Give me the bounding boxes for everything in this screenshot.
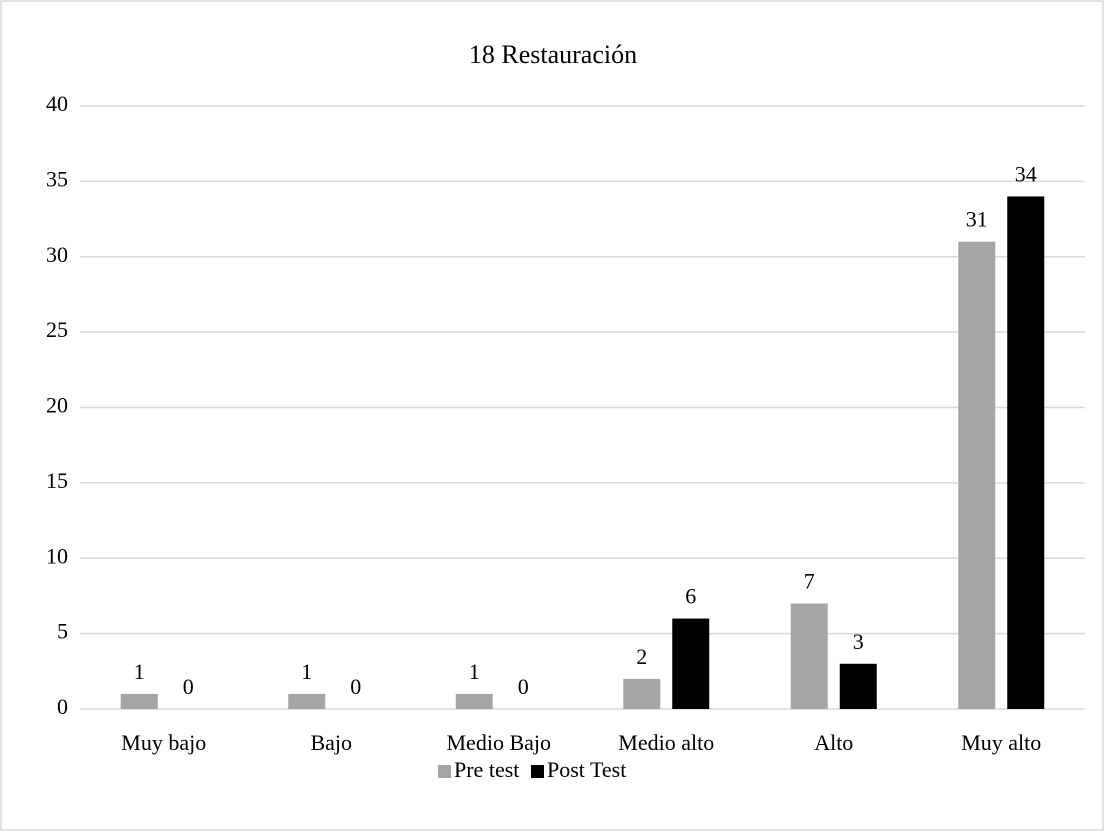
data-label: 3 [853, 629, 864, 654]
bar [958, 241, 996, 710]
data-label: 0 [183, 674, 194, 699]
x-tick-label: Medio alto [618, 730, 714, 755]
bar [623, 678, 661, 709]
chart-title: 18 Restauración [469, 40, 637, 69]
bar [288, 693, 326, 709]
data-label: 7 [804, 569, 815, 594]
legend-label: Pre test [454, 757, 519, 782]
y-tick-label: 0 [57, 694, 68, 719]
legend-swatch [531, 765, 544, 778]
bar [790, 603, 828, 709]
bar [672, 618, 710, 709]
y-tick-label: 40 [46, 91, 68, 116]
y-tick-label: 25 [46, 317, 68, 342]
legend-swatch [438, 765, 451, 778]
data-label: 1 [134, 659, 145, 684]
y-tick-label: 10 [46, 543, 68, 568]
data-label: 0 [518, 674, 529, 699]
x-tick-label: Medio Bajo [447, 730, 552, 755]
y-tick-label: 30 [46, 242, 68, 267]
data-label: 1 [469, 659, 480, 684]
data-label: 6 [685, 584, 696, 609]
x-tick-label: Bajo [310, 730, 352, 755]
bar [839, 663, 877, 709]
data-label: 1 [301, 659, 312, 684]
data-label: 31 [966, 207, 988, 232]
data-label: 2 [636, 644, 647, 669]
data-label: 34 [1015, 161, 1037, 186]
legend-label: Post Test [547, 757, 626, 782]
x-tick-label: Muy alto [961, 730, 1041, 755]
data-label: 0 [350, 674, 361, 699]
bar [455, 693, 493, 709]
y-tick-label: 35 [46, 166, 68, 191]
bar [1007, 196, 1045, 709]
y-tick-label: 5 [57, 619, 68, 644]
x-tick-label: Muy bajo [121, 730, 206, 755]
y-tick-label: 15 [46, 468, 68, 493]
y-tick-label: 20 [46, 393, 68, 418]
x-tick-label: Alto [814, 730, 853, 755]
bar [120, 693, 158, 709]
